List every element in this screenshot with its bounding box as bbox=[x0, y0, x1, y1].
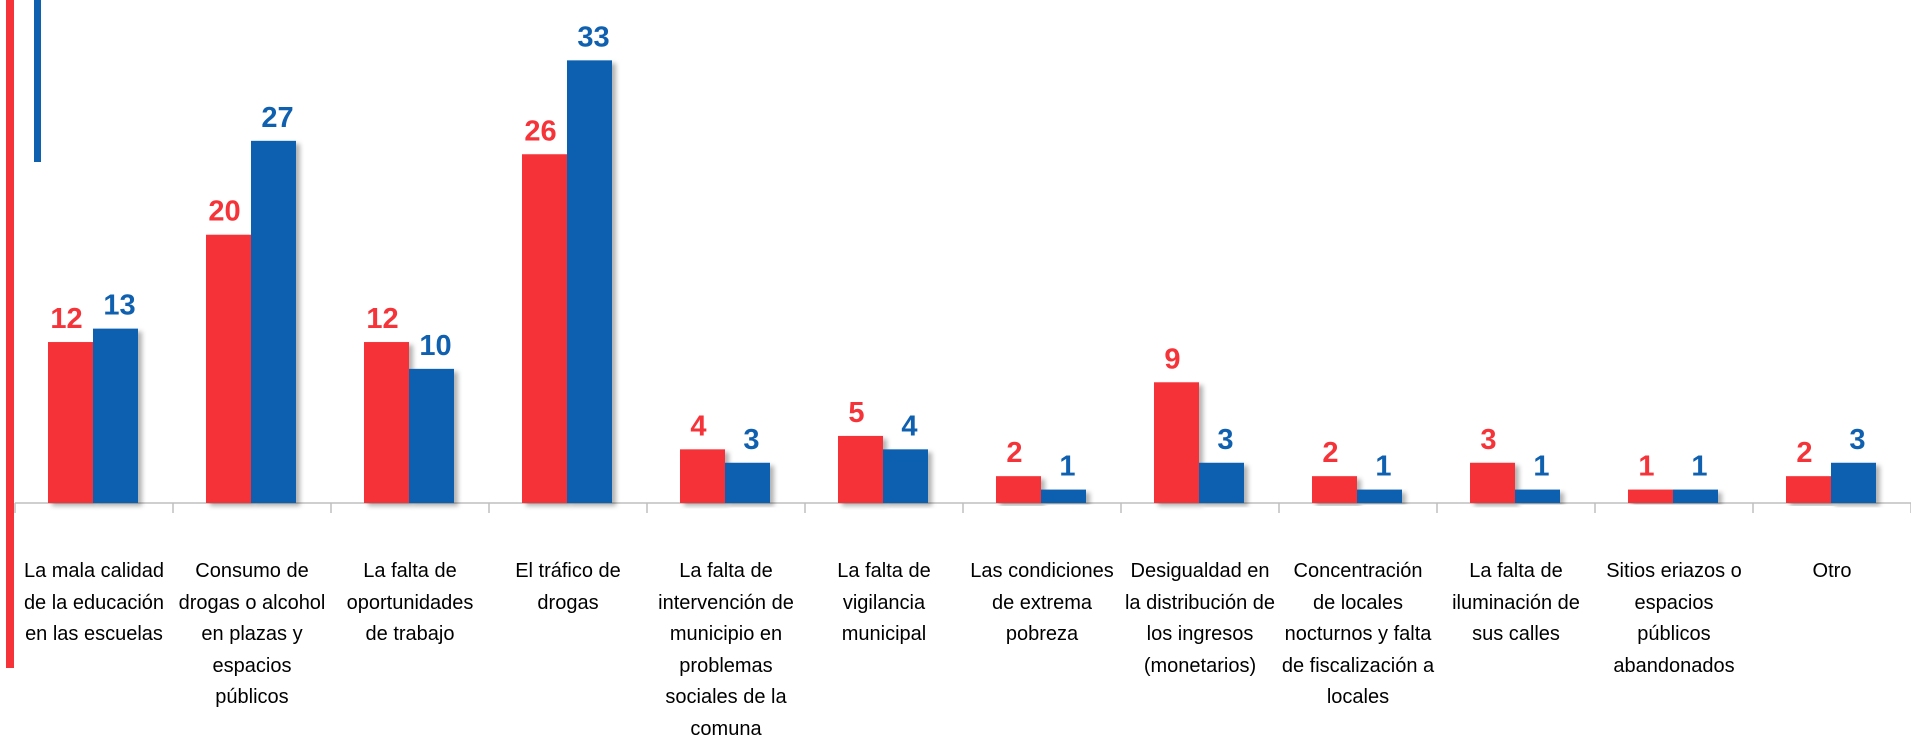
bar bbox=[1199, 462, 1244, 503]
bar bbox=[680, 449, 725, 503]
bar bbox=[522, 154, 567, 503]
x-tick-label: La falta de vigilancia municipal bbox=[837, 560, 931, 645]
bar bbox=[1515, 489, 1560, 503]
bar bbox=[883, 449, 928, 503]
value-label: 2 bbox=[1796, 437, 1812, 469]
value-label: 2 bbox=[1006, 437, 1022, 469]
bar bbox=[1470, 462, 1515, 503]
bar bbox=[1673, 489, 1718, 503]
legend-stripe bbox=[34, 0, 41, 162]
value-label: 3 bbox=[743, 424, 759, 456]
value-label: 1 bbox=[1638, 451, 1654, 483]
x-tick-label: Sitios eriazos o espacios públicos aband… bbox=[1606, 560, 1742, 677]
value-label: 3 bbox=[1217, 424, 1233, 456]
bar bbox=[1357, 489, 1402, 503]
bar bbox=[1831, 462, 1876, 503]
x-tick-label: La mala calidad de la educación en las e… bbox=[23, 560, 165, 645]
bar bbox=[93, 328, 138, 503]
bar bbox=[1312, 476, 1357, 503]
x-tick-label: Consumo de drogas o alcohol en plazas y … bbox=[178, 560, 326, 708]
bar bbox=[364, 342, 409, 503]
value-label: 4 bbox=[901, 410, 917, 442]
value-label: 4 bbox=[690, 410, 706, 442]
bar bbox=[206, 234, 251, 503]
x-tick-label: La falta de intervención de municipio en… bbox=[658, 560, 794, 740]
bar bbox=[409, 368, 454, 503]
value-label: 20 bbox=[208, 196, 240, 228]
value-label: 3 bbox=[1849, 424, 1865, 456]
bar bbox=[567, 60, 612, 504]
value-label: 1 bbox=[1691, 451, 1707, 483]
x-tick-label: Otro bbox=[1812, 560, 1852, 582]
value-label: 13 bbox=[103, 290, 135, 322]
value-label: 3 bbox=[1480, 424, 1496, 456]
x-tick-label: El tráfico de drogas bbox=[515, 560, 621, 614]
value-label: 10 bbox=[419, 330, 451, 362]
value-label: 1 bbox=[1375, 451, 1391, 483]
value-label: 1 bbox=[1533, 451, 1549, 483]
bar bbox=[725, 462, 770, 503]
value-label: 12 bbox=[366, 303, 398, 335]
value-label: 5 bbox=[848, 397, 864, 429]
bar bbox=[1154, 382, 1199, 503]
bar bbox=[251, 140, 296, 503]
value-label: 33 bbox=[577, 21, 609, 53]
value-label: 12 bbox=[50, 303, 82, 335]
bar bbox=[1041, 489, 1086, 503]
bar bbox=[1786, 476, 1831, 503]
value-label: 27 bbox=[261, 102, 293, 134]
value-label: 2 bbox=[1322, 437, 1338, 469]
value-label: 9 bbox=[1164, 343, 1180, 375]
x-tick-label: Las condiciones de extrema pobreza bbox=[970, 560, 1114, 645]
x-tick-label: La falta de iluminación de sus calles bbox=[1452, 560, 1580, 645]
bar bbox=[838, 435, 883, 503]
bar bbox=[996, 476, 1041, 503]
bar bbox=[1628, 489, 1673, 503]
bar bbox=[48, 342, 93, 503]
value-label: 1 bbox=[1059, 451, 1075, 483]
legend-stripe bbox=[6, 0, 14, 668]
x-tick-label: Desigualdad en la distribución de los in… bbox=[1124, 560, 1276, 677]
x-tick-label: La falta de oportunidades de trabajo bbox=[346, 560, 474, 645]
value-label: 26 bbox=[524, 115, 556, 147]
x-tick-label: Concentración de locales nocturnos y fal… bbox=[1281, 560, 1435, 708]
